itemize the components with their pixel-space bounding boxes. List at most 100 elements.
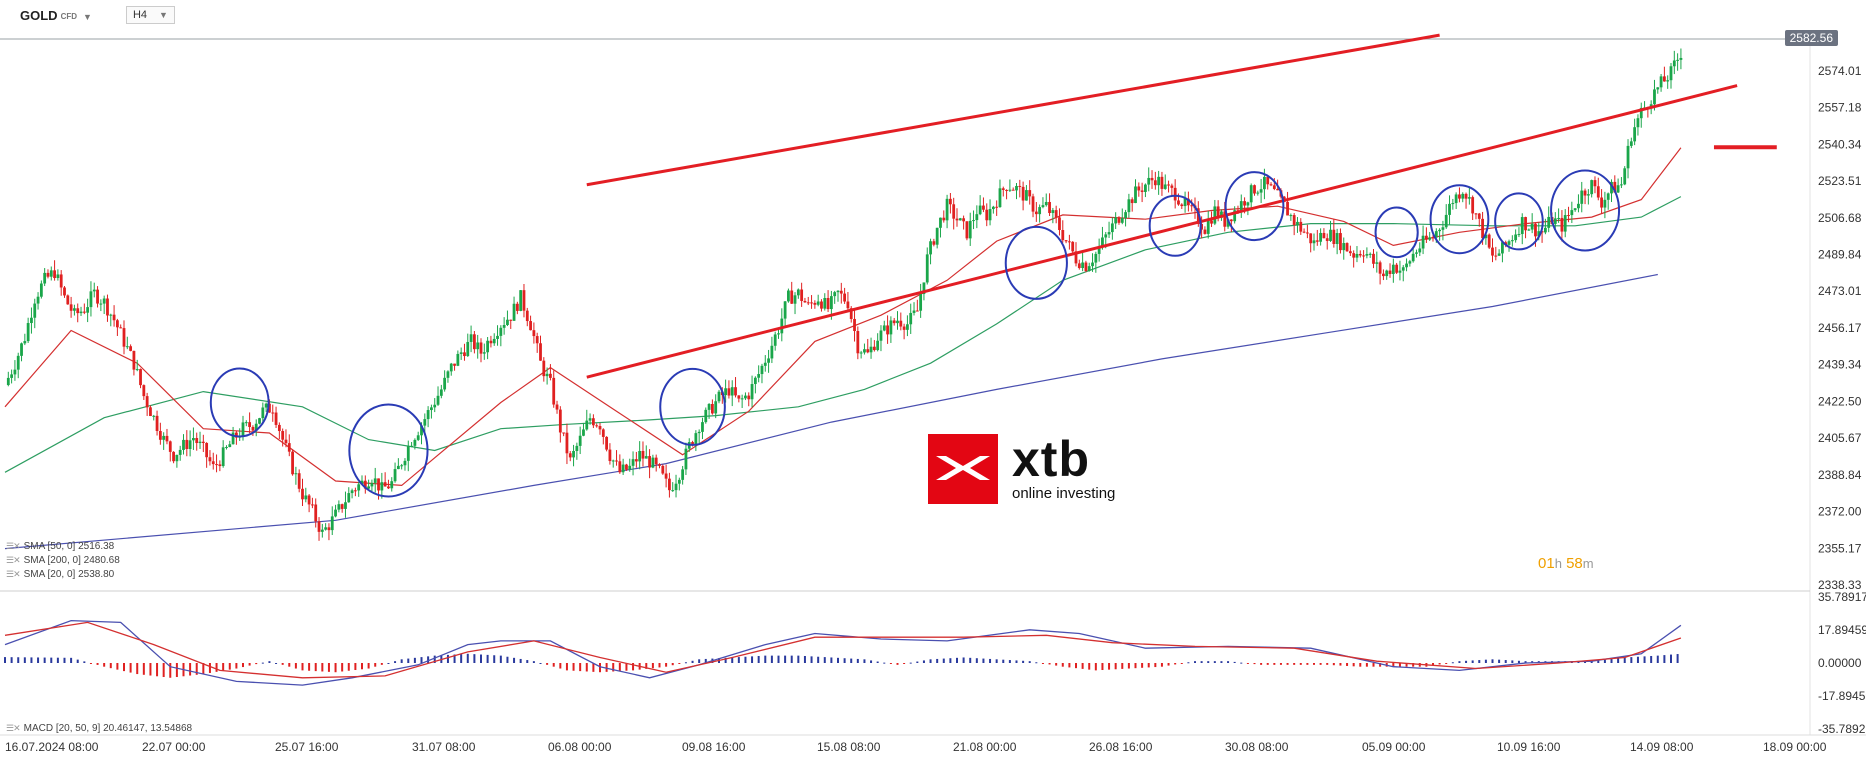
candle-body <box>664 473 668 479</box>
candle-body <box>578 435 582 446</box>
candle-body <box>1269 184 1273 186</box>
candle-body <box>737 395 741 399</box>
annotation-circle <box>1550 169 1621 252</box>
symbol-selector[interactable]: GOLD CFD ▼ <box>20 7 92 23</box>
candle-body <box>1097 246 1101 254</box>
macd-histogram-bar <box>1114 663 1117 670</box>
candle-body <box>281 431 285 440</box>
candle-body <box>1626 145 1630 169</box>
candle-body <box>1580 190 1584 204</box>
sma-50-legend[interactable]: ☰✕ SMA [50, 0] 2516.38 <box>6 541 115 552</box>
candle-body <box>182 439 185 450</box>
candle-body <box>314 504 318 522</box>
macd-histogram-bar <box>737 657 740 663</box>
candle-body <box>872 346 876 351</box>
settings-icon[interactable]: ☰✕ <box>6 569 21 579</box>
time-axis-label: 14.09 08:00 <box>1630 740 1694 754</box>
price-axis-label: 2506.68 <box>1818 211 1862 225</box>
candle-body <box>925 254 929 283</box>
candle-body <box>1220 211 1223 218</box>
candle-body <box>644 456 648 459</box>
macd-histogram-bar <box>499 655 502 663</box>
chevron-down-icon[interactable]: ▼ <box>83 11 92 22</box>
macd-histogram-bar <box>347 663 350 671</box>
macd-histogram-bar <box>1141 663 1144 668</box>
timeframe-selector[interactable]: H4 ▼ <box>125 6 175 24</box>
time-axis-label: 09.08 16:00 <box>682 740 746 754</box>
settings-icon[interactable]: ☰✕ <box>6 555 21 565</box>
candle-body <box>1365 254 1369 256</box>
candle-body <box>1424 235 1428 240</box>
macd-histogram-bar <box>903 663 906 664</box>
macd-histogram-bar <box>70 657 73 663</box>
candle-body <box>459 352 463 354</box>
candle-body <box>89 291 93 308</box>
macd-histogram-bar <box>1094 663 1097 671</box>
settings-icon[interactable]: ☰✕ <box>6 541 21 551</box>
sma-200-line <box>4 273 1658 550</box>
chevron-down-icon[interactable]: ▼ <box>159 10 168 20</box>
candle-body <box>1233 210 1237 222</box>
candle-body <box>1263 176 1266 190</box>
candle-body <box>869 346 873 353</box>
macd-histogram-bar <box>552 663 555 667</box>
candle-body <box>1355 253 1359 258</box>
candle-body <box>740 398 744 400</box>
macd-histogram-bar <box>1055 663 1058 666</box>
candle-body <box>922 282 926 295</box>
macd-histogram-bar <box>1597 660 1600 663</box>
candle-body <box>506 319 509 326</box>
candle-body <box>264 403 268 408</box>
candle-body <box>684 448 688 470</box>
candle-body <box>525 310 529 322</box>
macd-histogram-bar <box>678 663 681 664</box>
candle-body <box>63 287 66 296</box>
macd-histogram-bar <box>1478 660 1481 663</box>
candle-body <box>608 449 612 462</box>
candle-body <box>1180 204 1184 207</box>
candle-body <box>1358 253 1362 256</box>
macd-panel <box>4 619 1682 686</box>
time-axis-label: 15.08 08:00 <box>817 740 881 754</box>
candle-body <box>803 300 807 303</box>
candle-body <box>515 303 519 311</box>
candle-body <box>1296 221 1299 225</box>
sma-200-legend[interactable]: ☰✕ SMA [200, 0] 2480.68 <box>6 555 120 566</box>
macd-histogram-bar <box>96 663 99 665</box>
candle-body <box>1653 89 1656 105</box>
candle-body <box>208 457 212 462</box>
candle-body <box>572 450 575 458</box>
candle-body <box>1104 234 1108 238</box>
candle-body <box>1239 201 1243 211</box>
macd-histogram-bar <box>1108 663 1111 670</box>
candle-body <box>694 433 698 445</box>
macd-histogram-bar <box>1207 661 1210 663</box>
candle-body <box>320 529 324 532</box>
candle-body <box>1524 217 1527 231</box>
candle-body <box>6 377 10 386</box>
macd-histogram-bar <box>1392 663 1395 667</box>
sma-20-legend[interactable]: ☰✕ SMA [20, 0] 2538.80 <box>6 569 115 580</box>
candle-body <box>304 495 308 500</box>
macd-histogram-bar <box>1041 663 1044 664</box>
candle-body <box>162 435 166 440</box>
macd-histogram-bar <box>1465 660 1468 663</box>
candle-body <box>102 298 106 304</box>
macd-histogram-bar <box>56 657 59 663</box>
macd-histogram-bar <box>922 660 925 663</box>
candle-body <box>1514 234 1518 241</box>
candle-body <box>152 415 156 417</box>
candle-body <box>1067 241 1071 243</box>
candle-body <box>66 295 70 305</box>
candle-body <box>1015 185 1018 191</box>
macd-histogram-bar <box>1379 663 1382 667</box>
candle-body <box>641 450 645 459</box>
macd-legend[interactable]: ☰✕ MACD [20, 50, 9] 20.46147, 13.54868 <box>6 723 193 734</box>
time-axis-label: 31.07 08:00 <box>412 740 476 754</box>
settings-icon[interactable]: ☰✕ <box>6 723 21 733</box>
candle-body <box>231 432 235 445</box>
candle-body <box>274 412 278 425</box>
candle-body <box>1137 186 1141 191</box>
candle-body <box>1144 184 1147 192</box>
